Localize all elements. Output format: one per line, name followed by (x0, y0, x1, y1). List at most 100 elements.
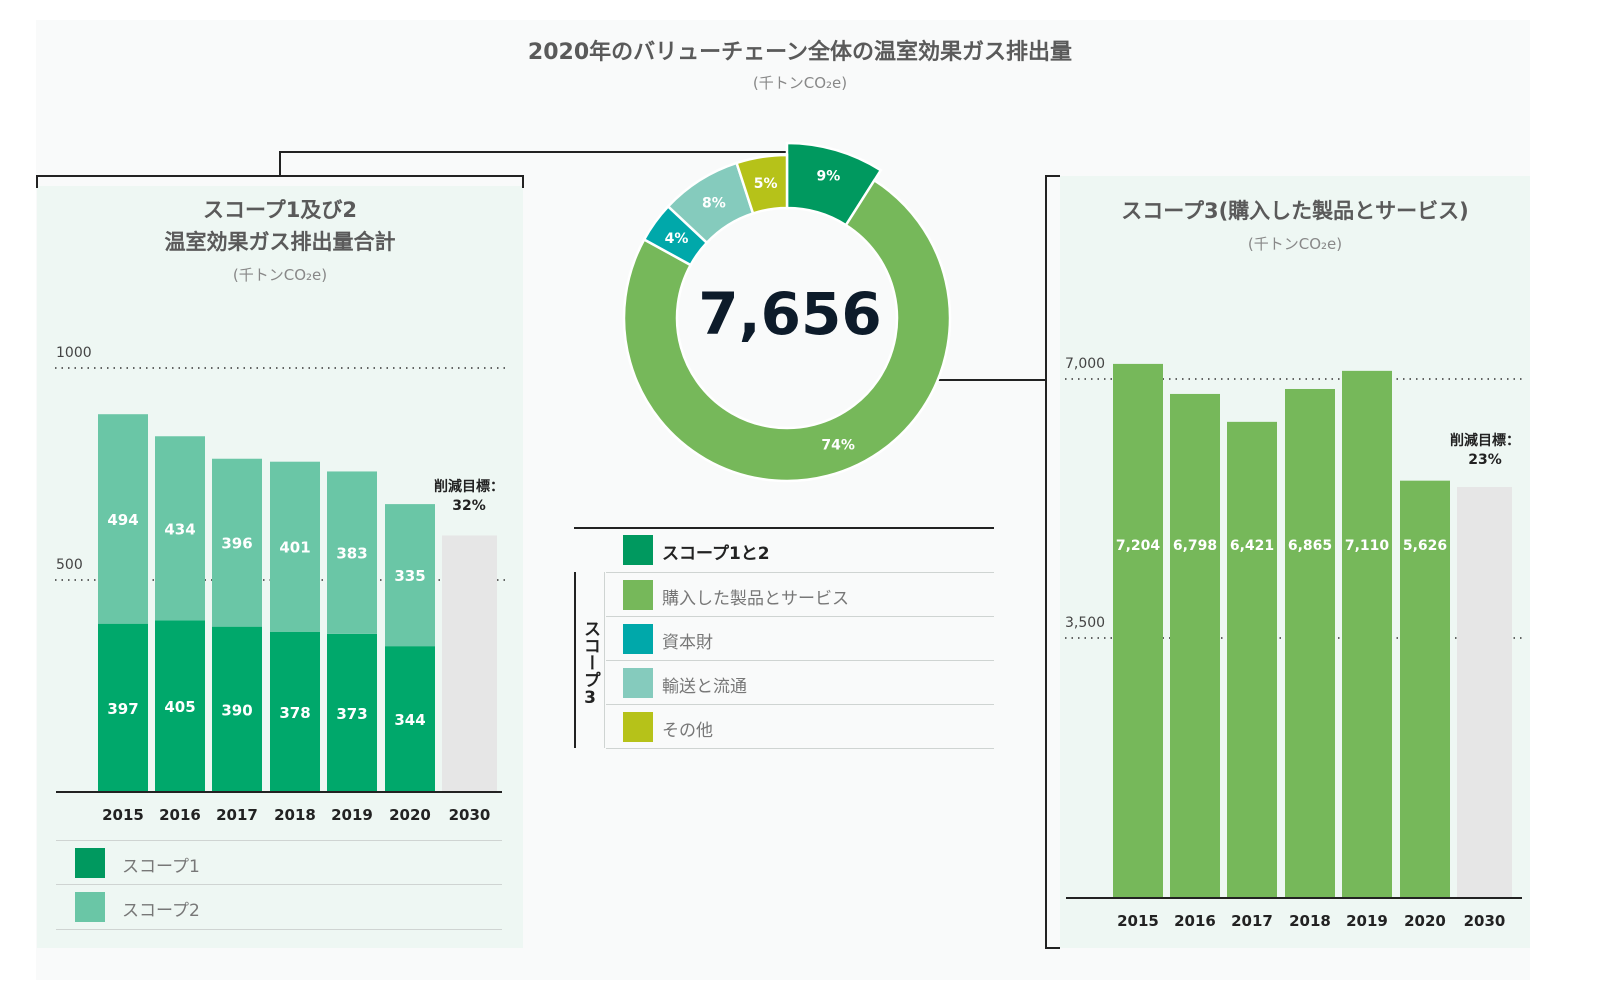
right-title: スコープ3(購入した製品とサービス) (1121, 199, 1469, 223)
donut-legend-divider (606, 660, 994, 661)
left-bracket (36, 175, 524, 188)
bar-label-scope1: 344 (394, 711, 425, 729)
bar-label-scope1: 397 (107, 700, 138, 718)
right-unit: (千トンCO₂e) (1247, 235, 1343, 253)
left-xtick-label: 2015 (102, 806, 144, 824)
left-xtick-label: 2018 (274, 806, 316, 824)
bar-label-scope1: 390 (221, 701, 252, 719)
bar-label-scope3: 6,421 (1230, 538, 1274, 554)
right-bracket (1045, 175, 1060, 949)
right-ytick-label: 3,500 (1065, 615, 1105, 631)
donut-legend-top-rule (574, 527, 994, 529)
scope3-bracket-inner (604, 572, 605, 748)
bar-label-scope2: 335 (394, 567, 425, 585)
main-unit: (千トンCO₂e) (752, 74, 848, 92)
donut-legend-divider (606, 616, 994, 617)
legend-label-other: その他 (662, 721, 713, 741)
donut-legend-divider (606, 572, 994, 573)
donut-slice (735, 153, 789, 215)
bar-scope1 (327, 633, 377, 792)
bar-scope1 (385, 646, 435, 792)
donut-slice-label: 4% (665, 231, 689, 247)
bar-target-2030 (442, 535, 497, 792)
left-title-line1: スコープ1及び2 (203, 198, 357, 222)
bar-label-scope2: 494 (107, 511, 138, 529)
right-xtick-label: 2019 (1346, 912, 1388, 930)
donut-total: 7,656 (698, 280, 882, 348)
bar-label-scope2: 396 (221, 535, 252, 553)
legend-swatch-transport (623, 668, 653, 698)
legend-swatch-capital (623, 624, 653, 654)
left-legend-divider (56, 929, 502, 930)
left-legend-divider (56, 840, 502, 841)
bar-scope3 (1170, 393, 1220, 897)
bar-scope3 (1227, 421, 1277, 897)
bar-label-scope3: 7,110 (1345, 538, 1390, 554)
right-xtick-label: 2016 (1174, 912, 1216, 930)
right-xtick-label: 2020 (1404, 912, 1446, 930)
left-ytick-label: 500 (56, 557, 83, 573)
left-legend-divider (56, 884, 502, 885)
right-xtick-label: 2018 (1289, 912, 1331, 930)
donut-legend-divider (606, 748, 994, 749)
right-ytick-label: 7,000 (1065, 356, 1105, 372)
donut-slice-label: 9% (817, 168, 841, 184)
left-title-line2: 温室効果ガス排出量合計 (164, 230, 396, 254)
legend-label-scope1: スコープ1 (122, 857, 200, 877)
bar-scope3 (1113, 363, 1163, 897)
bar-scope2 (327, 471, 377, 634)
bar-label-scope2: 401 (279, 539, 310, 557)
bar-scope2 (270, 461, 320, 632)
bar-label-scope3: 6,865 (1288, 538, 1332, 554)
bar-label-scope3: 6,798 (1173, 538, 1217, 554)
main-title: 2020年のバリューチェーン全体の温室効果ガス排出量 (527, 40, 1073, 65)
donut-legend-divider (606, 704, 994, 705)
left-ytick-label: 1000 (56, 345, 92, 361)
donut-slice (622, 178, 952, 483)
legend-label-capital: 資本財 (662, 633, 713, 653)
right-xtick-label: 2015 (1117, 912, 1159, 930)
bar-scope3 (1342, 370, 1392, 897)
left-xtick-label: 2016 (159, 806, 201, 824)
legend-swatch-scope1 (75, 848, 105, 878)
bar-target-2030 (1457, 487, 1512, 897)
scope3-vertical-label: スコープ3 (580, 620, 600, 708)
bar-label-scope3: 7,204 (1116, 538, 1161, 554)
legend-swatch-scope12 (623, 535, 653, 565)
legend-label-transport: 輸送と流通 (662, 677, 747, 697)
bar-label-scope2: 434 (164, 520, 195, 538)
bar-label-scope1: 378 (279, 704, 310, 722)
left-xtick-label: 2020 (389, 806, 431, 824)
connector-scope12 (279, 151, 830, 176)
right-target-label: 削減目標： 23% (1440, 432, 1530, 470)
bar-scope3 (1400, 480, 1450, 897)
bar-label-scope3: 5,626 (1403, 538, 1447, 554)
right-target-value: 23% (1468, 452, 1502, 468)
bar-scope1 (98, 623, 148, 792)
bar-label-scope1: 405 (164, 698, 195, 716)
bar-scope1 (270, 631, 320, 792)
bar-scope2 (212, 458, 262, 627)
donut-slice-label: 5% (754, 176, 778, 192)
bar-label-scope1: 373 (336, 705, 367, 723)
legend-label-scope2: スコープ2 (122, 901, 200, 921)
bar-label-scope2: 383 (336, 545, 367, 563)
left-target-label: 削減目標： 32% (424, 478, 514, 516)
left-xtick-label: 2019 (331, 806, 373, 824)
legend-swatch-other (623, 712, 653, 742)
legend-swatch-scope2 (75, 892, 105, 922)
left-unit: (千トンCO₂e) (232, 266, 328, 284)
left-target-value: 32% (452, 498, 486, 514)
donut-slice-label: 74% (821, 438, 855, 454)
left-xtick-label: 2030 (449, 806, 491, 824)
bar-scope1 (155, 620, 205, 792)
legend-swatch-purchased (623, 580, 653, 610)
left-target-text: 削減目標： (434, 479, 504, 495)
bar-scope3 (1285, 388, 1335, 897)
bar-scope2 (155, 436, 205, 621)
bar-scope1 (212, 626, 262, 792)
scope3-bracket (574, 572, 576, 748)
legend-label-purchased: 購入した製品とサービス (662, 589, 849, 609)
bar-scope2 (385, 504, 435, 647)
